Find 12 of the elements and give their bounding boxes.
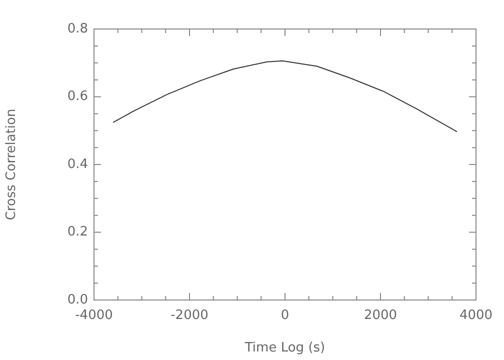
y-tick-label: 0.2 [67,224,88,240]
y-axis-title: Cross Correlation [4,108,20,220]
x-tick-label: 2000 [364,308,398,324]
x-tick-label: 0 [280,308,290,324]
y-tick-label: 0.4 [67,156,88,172]
x-tick-label: 4000 [459,308,493,324]
x-tick-label: -4000 [75,308,113,324]
y-tick-label: 0.6 [67,89,88,104]
x-tick-label: -2000 [170,308,208,324]
x-axis-title: Time Log (s) [244,340,326,356]
y-tick-label: 0.8 [67,21,88,36]
y-tick-label: 0.0 [67,292,88,308]
